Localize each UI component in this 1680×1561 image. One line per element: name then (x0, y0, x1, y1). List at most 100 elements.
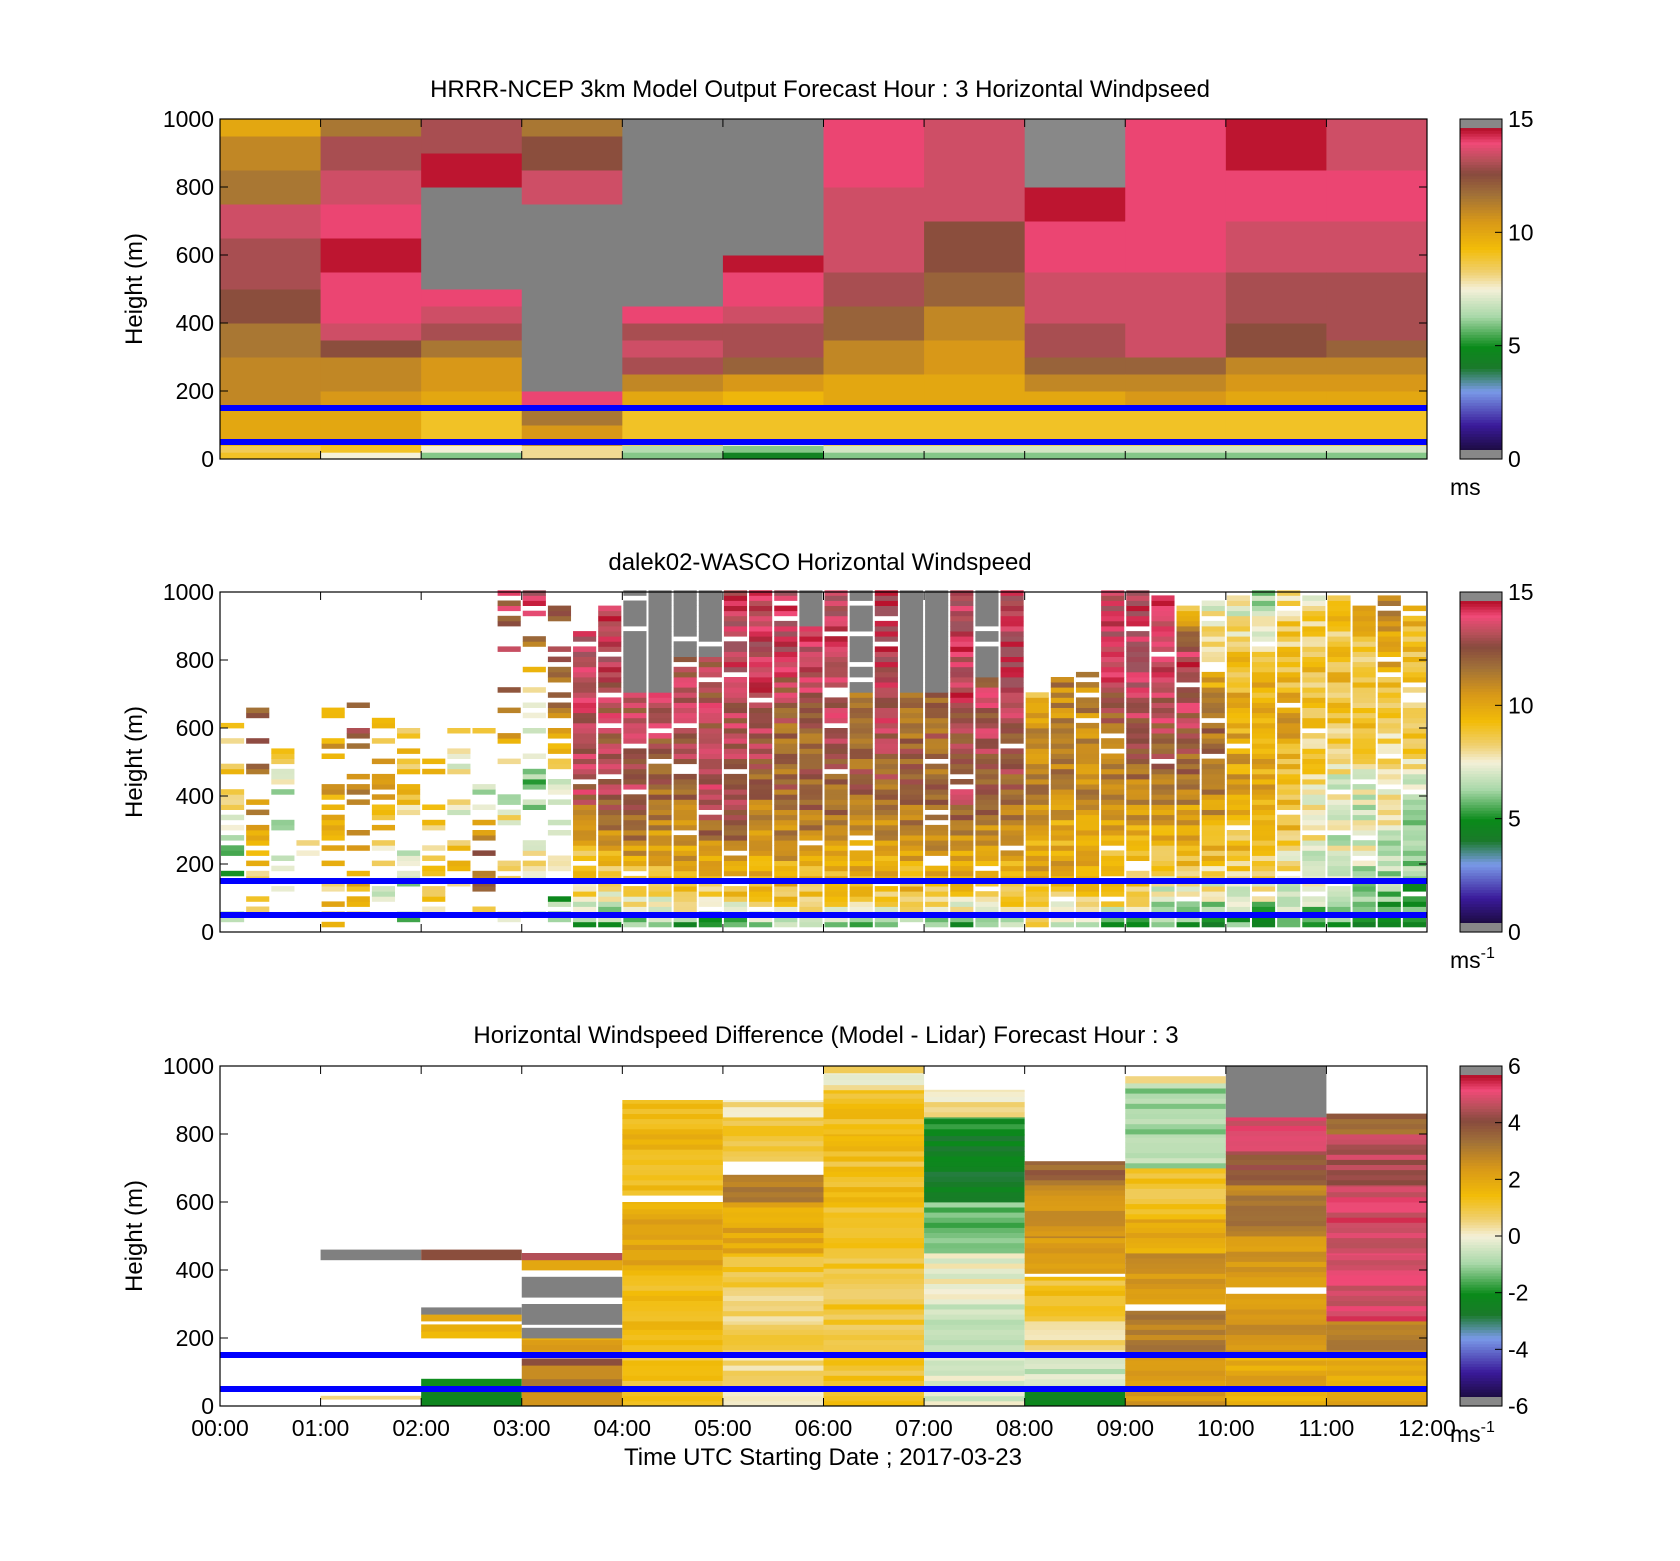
heatmap-cell (1326, 1334, 1427, 1341)
colorbar-swatch (1460, 838, 1502, 842)
heatmap-cell (1302, 697, 1326, 703)
heatmap-cell (799, 901, 823, 907)
heatmap-cell (1302, 722, 1326, 729)
heatmap-cell (648, 809, 672, 816)
heatmap-cell (1201, 763, 1225, 770)
heatmap-cell (849, 717, 873, 724)
heatmap-cell (648, 615, 672, 622)
heatmap-cell (1176, 748, 1200, 754)
heatmap-cell (1402, 728, 1426, 734)
heatmap-cell (648, 830, 672, 836)
heatmap-cell (749, 794, 773, 800)
heatmap-cell (849, 728, 873, 734)
heatmap-cell (622, 119, 724, 307)
heatmap-cell (1000, 799, 1024, 805)
heatmap-cell (749, 712, 773, 719)
colorbar-swatch (1460, 425, 1502, 429)
heatmap-cell (723, 656, 748, 663)
heatmap-cell (924, 1298, 1025, 1305)
heatmap-cell (698, 850, 722, 856)
heatmap-cell (975, 707, 999, 714)
heatmap-cell (421, 1314, 522, 1322)
heatmap-cell (925, 794, 949, 800)
heatmap-cell (1126, 712, 1150, 719)
heatmap-cell (1352, 738, 1376, 744)
heatmap-cell (1226, 748, 1250, 754)
heatmap-cell (1125, 1128, 1226, 1135)
heatmap-cell (698, 855, 722, 861)
heatmap-cell (874, 906, 898, 912)
heatmap-cell (1151, 626, 1175, 632)
heatmap-cell (1050, 814, 1074, 821)
heatmap-cell (220, 170, 322, 205)
heatmap-cell (1201, 738, 1225, 744)
heatmap-cell (925, 768, 949, 775)
heatmap-cell (1126, 886, 1150, 892)
heatmap-cell (1075, 753, 1100, 759)
heatmap-cell (1075, 891, 1100, 897)
colorbar-swatch (1460, 198, 1502, 202)
heatmap-cell (823, 1093, 925, 1099)
heatmap-cell (622, 1113, 723, 1120)
heatmap-cell (1151, 906, 1175, 912)
heatmap-cell (799, 677, 823, 683)
heatmap-cell (371, 860, 396, 867)
heatmap-cell (1075, 707, 1100, 714)
heatmap-cell (522, 850, 546, 856)
colorbar-swatch (1460, 357, 1502, 361)
heatmap-cell (774, 728, 798, 734)
heatmap-cell (899, 784, 924, 790)
colorbar-swatch (1460, 1298, 1502, 1302)
heatmap-cell (1176, 620, 1200, 627)
colorbar-swatch (1460, 892, 1502, 896)
heatmap-cell (1377, 906, 1401, 912)
heatmap-cell (623, 590, 647, 596)
heatmap-cell (421, 1331, 522, 1339)
heatmap-cell (1226, 626, 1250, 632)
heatmap-cell (673, 728, 697, 734)
heatmap-cell (1377, 666, 1401, 673)
heatmap-cell (899, 717, 924, 724)
heatmap-cell (924, 1319, 1025, 1325)
heatmap-cell (1326, 1270, 1427, 1276)
heatmap-cell (824, 717, 848, 724)
heatmap-cell (1126, 702, 1150, 708)
heatmap-cell (1226, 830, 1250, 836)
heatmap-cell (698, 620, 722, 627)
heatmap-cell (397, 799, 421, 805)
heatmap-cell (1377, 717, 1401, 724)
heatmap-cell (622, 1169, 723, 1176)
colorbar-swatch (1460, 1247, 1502, 1251)
heatmap-cell (698, 901, 722, 907)
heatmap-cell (1326, 1310, 1427, 1317)
heatmap-cell (623, 830, 647, 836)
heatmap-cell (950, 631, 974, 637)
heatmap-cell (1126, 646, 1150, 652)
heatmap-cell (749, 743, 773, 749)
heatmap-cell (824, 916, 848, 923)
heatmap-cell (246, 768, 270, 775)
colorbar-swatch (1460, 266, 1502, 270)
heatmap-cell (1101, 789, 1125, 795)
heatmap-cell (1277, 886, 1301, 892)
heatmap-cell (1050, 728, 1074, 734)
heatmap-cell (598, 896, 622, 902)
heatmap-cell (698, 651, 722, 657)
heatmap-cell (1000, 656, 1024, 663)
heatmap-cell (573, 886, 597, 892)
heatmap-cell (1225, 1179, 1327, 1186)
heatmap-cell (975, 620, 999, 627)
colorbar-swatch (1460, 408, 1502, 412)
heatmap-cell (774, 865, 798, 872)
heatmap-cell (1251, 636, 1276, 642)
colorbar-swatch (1460, 300, 1502, 304)
heatmap-cell (1326, 1300, 1427, 1307)
heatmap-cell (1226, 870, 1250, 877)
heatmap-cell (924, 1111, 1025, 1118)
heatmap-cell (246, 830, 270, 836)
heatmap-cell (1326, 1212, 1427, 1218)
heatmap-cell (698, 626, 722, 632)
heatmap-cell (1024, 1339, 1126, 1346)
heatmap-cell (497, 738, 521, 744)
heatmap-cell (849, 901, 873, 907)
